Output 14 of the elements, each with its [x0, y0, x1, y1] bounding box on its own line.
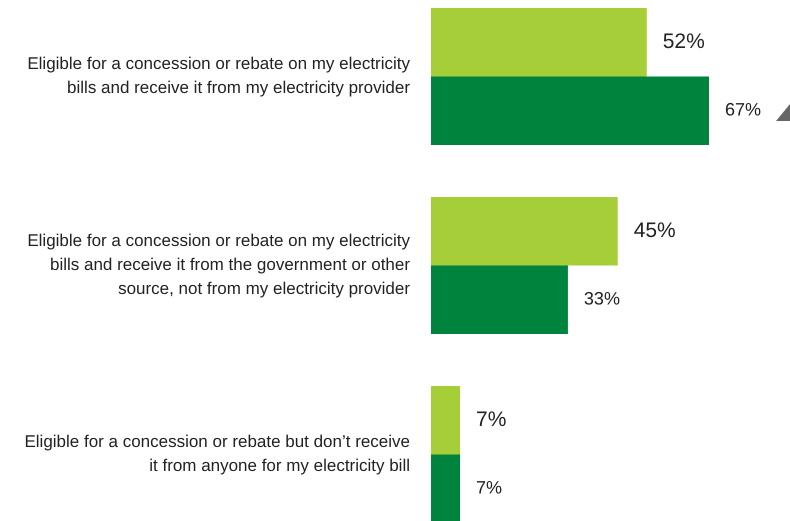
y-tick-label: Eligible for a concession or rebate on my electricity bills and receive it from the government or other source, not from my electricity provider [27, 230, 410, 298]
data-label: 7% [476, 408, 506, 431]
data-label: 67% [725, 100, 762, 120]
bar [431, 8, 647, 76]
data-label: 52% [662, 30, 705, 53]
bar [431, 386, 460, 454]
bar [431, 197, 618, 266]
bar [431, 76, 709, 145]
data-label: 7% [476, 478, 502, 498]
data-label: 45% [634, 218, 676, 242]
y-tick-label: Eligible for a concession or rebate but don’t receive it from anyone for my electricity bill [24, 432, 410, 475]
y-tick-label: Eligible for a concession or rebate on my electricity bills and receive it from my electricity provider [27, 54, 410, 97]
bar [431, 266, 568, 334]
data-label: 33% [584, 288, 620, 308]
